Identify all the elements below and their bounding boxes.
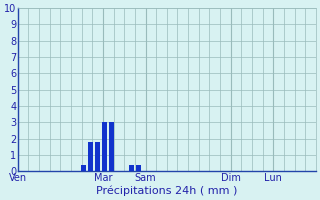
Bar [102, 122, 108, 171]
X-axis label: Précipitations 24h ( mm ): Précipitations 24h ( mm ) [96, 185, 237, 196]
Bar [129, 165, 134, 171]
Bar [95, 142, 100, 171]
Bar [136, 165, 141, 171]
Bar [81, 165, 86, 171]
Bar [109, 122, 115, 171]
Bar [88, 142, 93, 171]
